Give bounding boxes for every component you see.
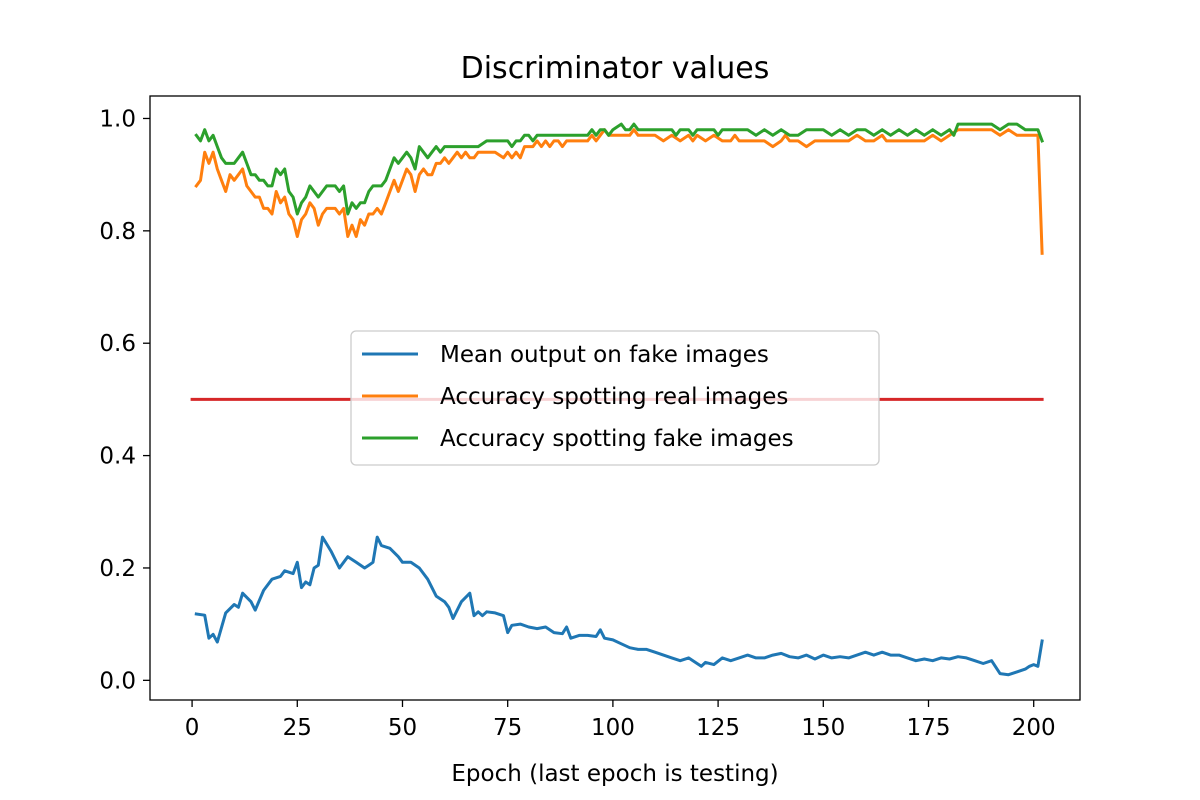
y-tick-label: 0.4 xyxy=(99,444,136,470)
x-tick-label: 100 xyxy=(591,715,635,741)
series-line-acc-fake xyxy=(194,122,1045,216)
legend-label-acc-fake: Accuracy spotting fake images xyxy=(440,426,794,452)
legend-entry-acc-real: Accuracy spotting real images xyxy=(362,384,788,410)
x-tick-label: 200 xyxy=(1012,715,1056,741)
legend-entry-mean-fake: Mean output on fake images xyxy=(362,342,769,368)
legend-entry-acc-fake: Accuracy spotting fake images xyxy=(362,426,794,452)
legend-label-acc-real: Accuracy spotting real images xyxy=(440,384,788,410)
x-tick-label: 75 xyxy=(493,715,522,741)
x-tick-label: 125 xyxy=(696,715,740,741)
y-tick-label: 0.6 xyxy=(99,331,136,357)
x-tick-label: 25 xyxy=(283,715,312,741)
x-tick-label: 50 xyxy=(388,715,417,741)
x-axis: 0 25 50 75 100 125 150 175 200 xyxy=(185,700,1056,741)
chart-title: Discriminator values xyxy=(461,51,770,86)
series-line-acc-real xyxy=(194,128,1044,255)
y-tick-label: 0.0 xyxy=(99,668,136,694)
y-axis: 0.0 0.2 0.4 0.6 0.8 1.0 xyxy=(99,106,150,694)
legend-box xyxy=(350,330,880,466)
series-line-mean-fake xyxy=(194,535,1044,677)
y-tick-label: 0.8 xyxy=(99,219,136,245)
plot-area-frame xyxy=(149,95,1081,701)
y-tick-label: 1.0 xyxy=(99,106,136,132)
plot-lines xyxy=(190,122,1045,677)
x-tick-label: 0 xyxy=(185,715,200,741)
legend-label-mean-fake: Mean output on fake images xyxy=(440,342,769,368)
y-tick-label: 0.2 xyxy=(99,556,136,582)
legend: Mean output on fake images Accuracy spot… xyxy=(350,330,880,466)
x-tick-label: 150 xyxy=(801,715,845,741)
x-axis-label: Epoch (last epoch is testing) xyxy=(451,761,778,787)
x-tick-label: 175 xyxy=(907,715,951,741)
